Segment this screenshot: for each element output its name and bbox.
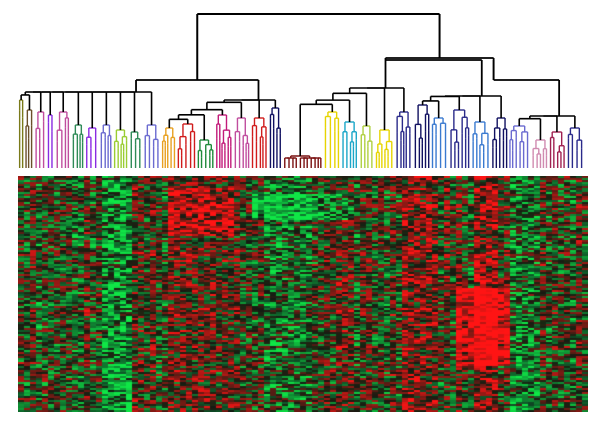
- sample-dendrogram: [18, 13, 588, 171]
- expression-heatmap: [18, 176, 588, 412]
